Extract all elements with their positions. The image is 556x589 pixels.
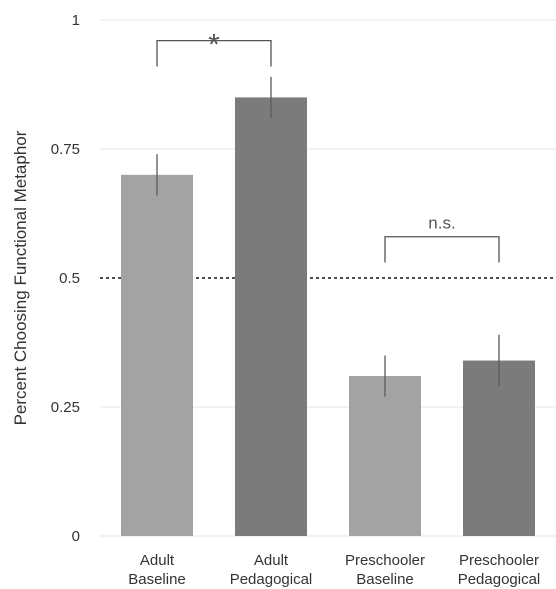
significance-bracket <box>384 236 500 263</box>
x-category-label: Pedagogical <box>458 571 541 588</box>
x-category-label: Adult <box>140 552 175 569</box>
significance-bracket <box>156 39 272 67</box>
bars <box>121 97 535 537</box>
y-tick-labels: 0 0.25 0.5 0.75 1 <box>51 12 80 545</box>
error-bars <box>156 76 500 397</box>
x-category-label: Baseline <box>356 571 414 588</box>
bar <box>121 174 193 537</box>
x-category-label: Baseline <box>128 571 186 588</box>
significance-label: * <box>208 29 220 62</box>
bar <box>463 360 535 536</box>
y-tick-label: 1 <box>72 12 80 29</box>
x-category-label: Adult <box>254 552 289 569</box>
x-category-labels: Adult Baseline Adult Pedagogical Preschooler… <box>128 552 540 588</box>
bar <box>235 97 307 537</box>
significance-annotations: * n.s. <box>156 29 500 263</box>
y-axis-title: Percent Choosing Functional Metaphor <box>11 130 30 425</box>
bar <box>349 376 421 536</box>
y-tick-label: 0.25 <box>51 399 80 416</box>
x-category-label: Pedagogical <box>230 571 313 588</box>
significance-label: n.s. <box>428 214 455 233</box>
y-tick-label: 0.5 <box>59 270 80 287</box>
x-category-label: Preschooler <box>345 552 425 569</box>
y-tick-label: 0.75 <box>51 141 80 158</box>
x-category-label: Preschooler <box>459 552 539 569</box>
y-tick-label: 0 <box>72 528 80 545</box>
